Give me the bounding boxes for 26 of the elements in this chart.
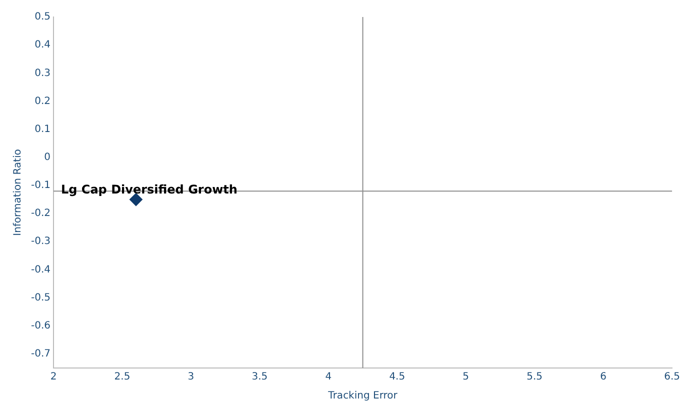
y-tick-label: -0.1 [30, 180, 51, 192]
y-tick-label: -0.7 [30, 348, 51, 360]
x-tick-label: 3 [188, 372, 194, 383]
y-tick-label: 0.1 [34, 124, 51, 135]
x-tick-label: 5 [462, 372, 470, 383]
x-tick-label: 2.5 [114, 372, 130, 383]
y-tick-label: -0.5 [30, 292, 51, 304]
x-tick-label: 6 [600, 372, 607, 383]
y-tick-label: 0.5 [34, 12, 51, 23]
x-tick-label: 4 [325, 372, 332, 383]
annotation: Lg Cap Diversified Growth [60, 182, 238, 197]
y-tick-label: 0.3 [34, 68, 51, 79]
y-tick-label: -0.6 [30, 320, 51, 332]
x-tick-label: 3.5 [252, 372, 268, 383]
y-tick-label: -0.3 [30, 236, 51, 248]
y-tick-label: 0.2 [34, 96, 51, 107]
y-tick-label: -0.4 [30, 264, 51, 276]
x-tick-label: 5.5 [526, 372, 543, 383]
x-tick-label: 6.5 [664, 372, 680, 383]
y-tick-label: 0.4 [34, 40, 51, 51]
x-tick-label: 2 [50, 372, 57, 383]
y-tick-label: 0 [44, 152, 51, 163]
x-tick-label: 4.5 [389, 372, 406, 383]
x-axis-title: Tracking Error [327, 390, 398, 402]
y-axis-title: Information Ratio [12, 149, 24, 236]
y-tick-label: -0.2 [30, 208, 51, 220]
